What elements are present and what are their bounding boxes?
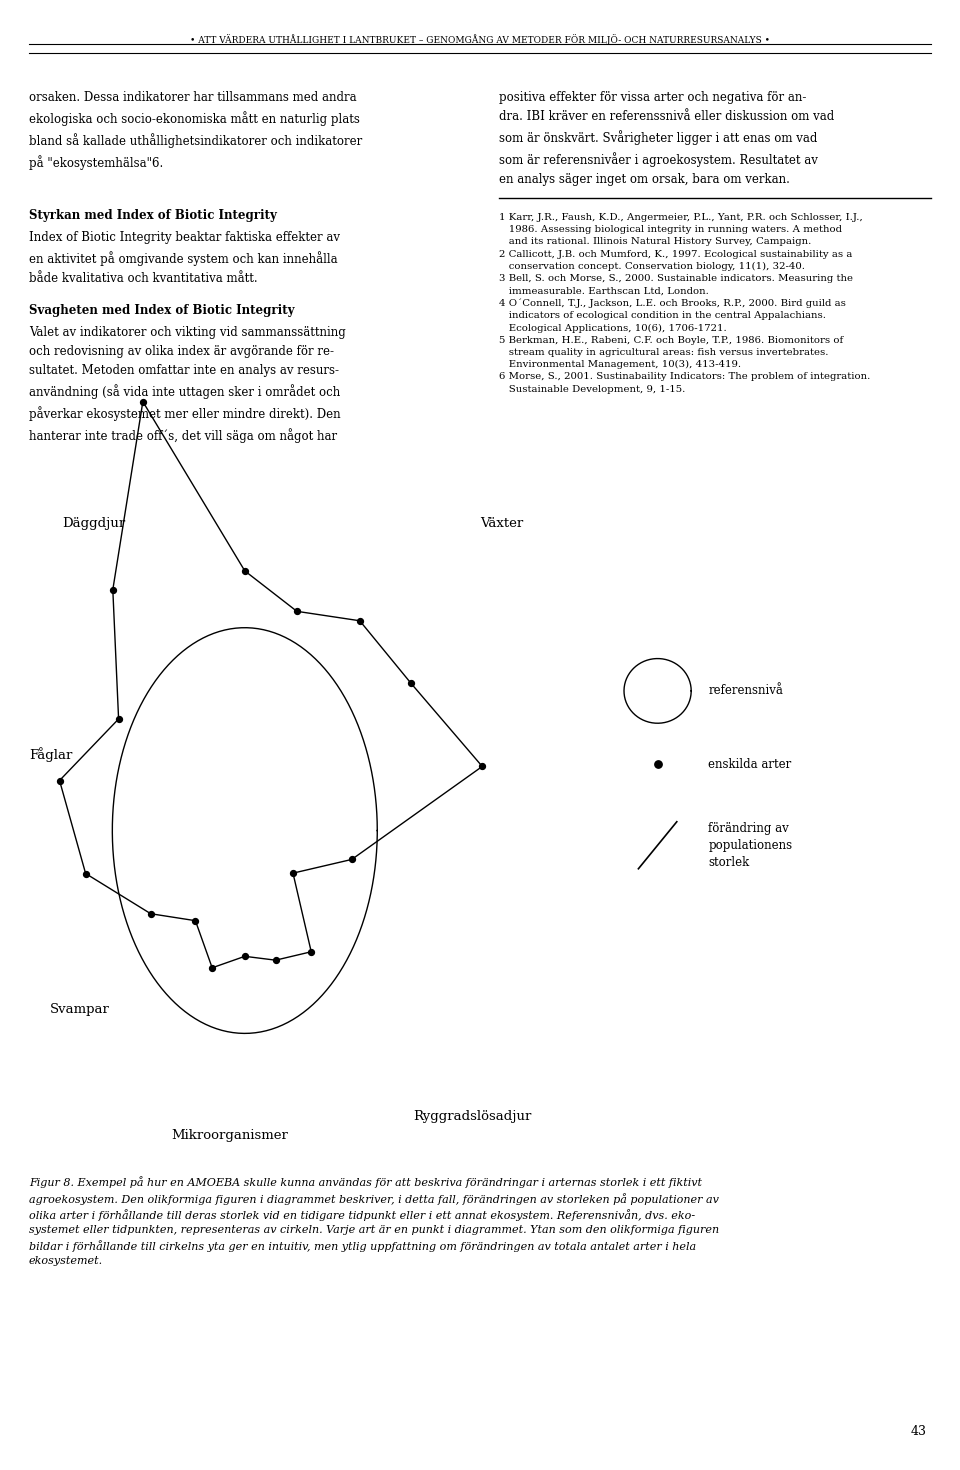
Text: Svampar: Svampar xyxy=(50,1003,109,1016)
Text: orsaken. Dessa indikatorer har tillsammans med andra
ekologiska och socio-ekonom: orsaken. Dessa indikatorer har tillsamma… xyxy=(29,91,362,171)
Text: positiva effekter för vissa arter och negativa för an-
dra. IBI kräver en refere: positiva effekter för vissa arter och ne… xyxy=(499,91,834,187)
Point xyxy=(143,903,158,926)
Point xyxy=(303,939,319,963)
Text: Svagheten med Index of Biotic Integrity: Svagheten med Index of Biotic Integrity xyxy=(29,304,295,318)
Point xyxy=(135,390,151,413)
Point xyxy=(344,848,359,872)
Point xyxy=(474,754,490,778)
Point xyxy=(289,600,304,623)
Text: Styrkan med Index of Biotic Integrity: Styrkan med Index of Biotic Integrity xyxy=(29,209,276,222)
Text: Växter: Växter xyxy=(480,517,523,531)
Point xyxy=(204,956,220,979)
Point xyxy=(111,707,127,731)
Text: Figur 8. Exempel på hur en AMOEBA skulle kunna användas för att beskriva förändr: Figur 8. Exempel på hur en AMOEBA skulle… xyxy=(29,1176,719,1266)
Text: enskilda arter: enskilda arter xyxy=(708,759,792,770)
Text: referensnivå: referensnivå xyxy=(708,685,783,697)
Text: förändring av
populationens
storlek: förändring av populationens storlek xyxy=(708,822,793,869)
Point xyxy=(352,609,368,632)
Point xyxy=(268,948,283,972)
Text: Mikroorganismer: Mikroorganismer xyxy=(171,1129,288,1142)
Text: Fåglar: Fåglar xyxy=(29,747,72,761)
Point xyxy=(237,559,252,582)
Point xyxy=(237,945,252,969)
Point xyxy=(52,769,67,792)
Text: • ATT VÄRDERA UTHÅLLIGHET I LANTBRUKET – GENOMGÅNG AV METODER FÖR MILJÖ- OCH NAT: • ATT VÄRDERA UTHÅLLIGHET I LANTBRUKET –… xyxy=(190,34,770,44)
Text: Däggdjur: Däggdjur xyxy=(62,517,126,531)
Point xyxy=(403,672,419,695)
Text: Ryggradslösadjur: Ryggradslösadjur xyxy=(413,1110,531,1123)
Text: 1 Karr, J.R., Faush, K.D., Angermeier, P.L., Yant, P.R. och Schlosser, I.J.,
   : 1 Karr, J.R., Faush, K.D., Angermeier, P… xyxy=(499,213,871,394)
Point xyxy=(106,578,121,601)
Point xyxy=(285,861,300,885)
Text: 43: 43 xyxy=(910,1424,926,1438)
Text: Index of Biotic Integrity beaktar faktiska effekter av
en aktivitet på omgivande: Index of Biotic Integrity beaktar faktis… xyxy=(29,231,340,285)
Point xyxy=(650,753,665,776)
Point xyxy=(188,908,204,932)
Text: Valet av indikatorer och vikting vid sammanssättning
och redovisning av olika in: Valet av indikatorer och vikting vid sam… xyxy=(29,326,346,444)
Point xyxy=(78,861,93,885)
